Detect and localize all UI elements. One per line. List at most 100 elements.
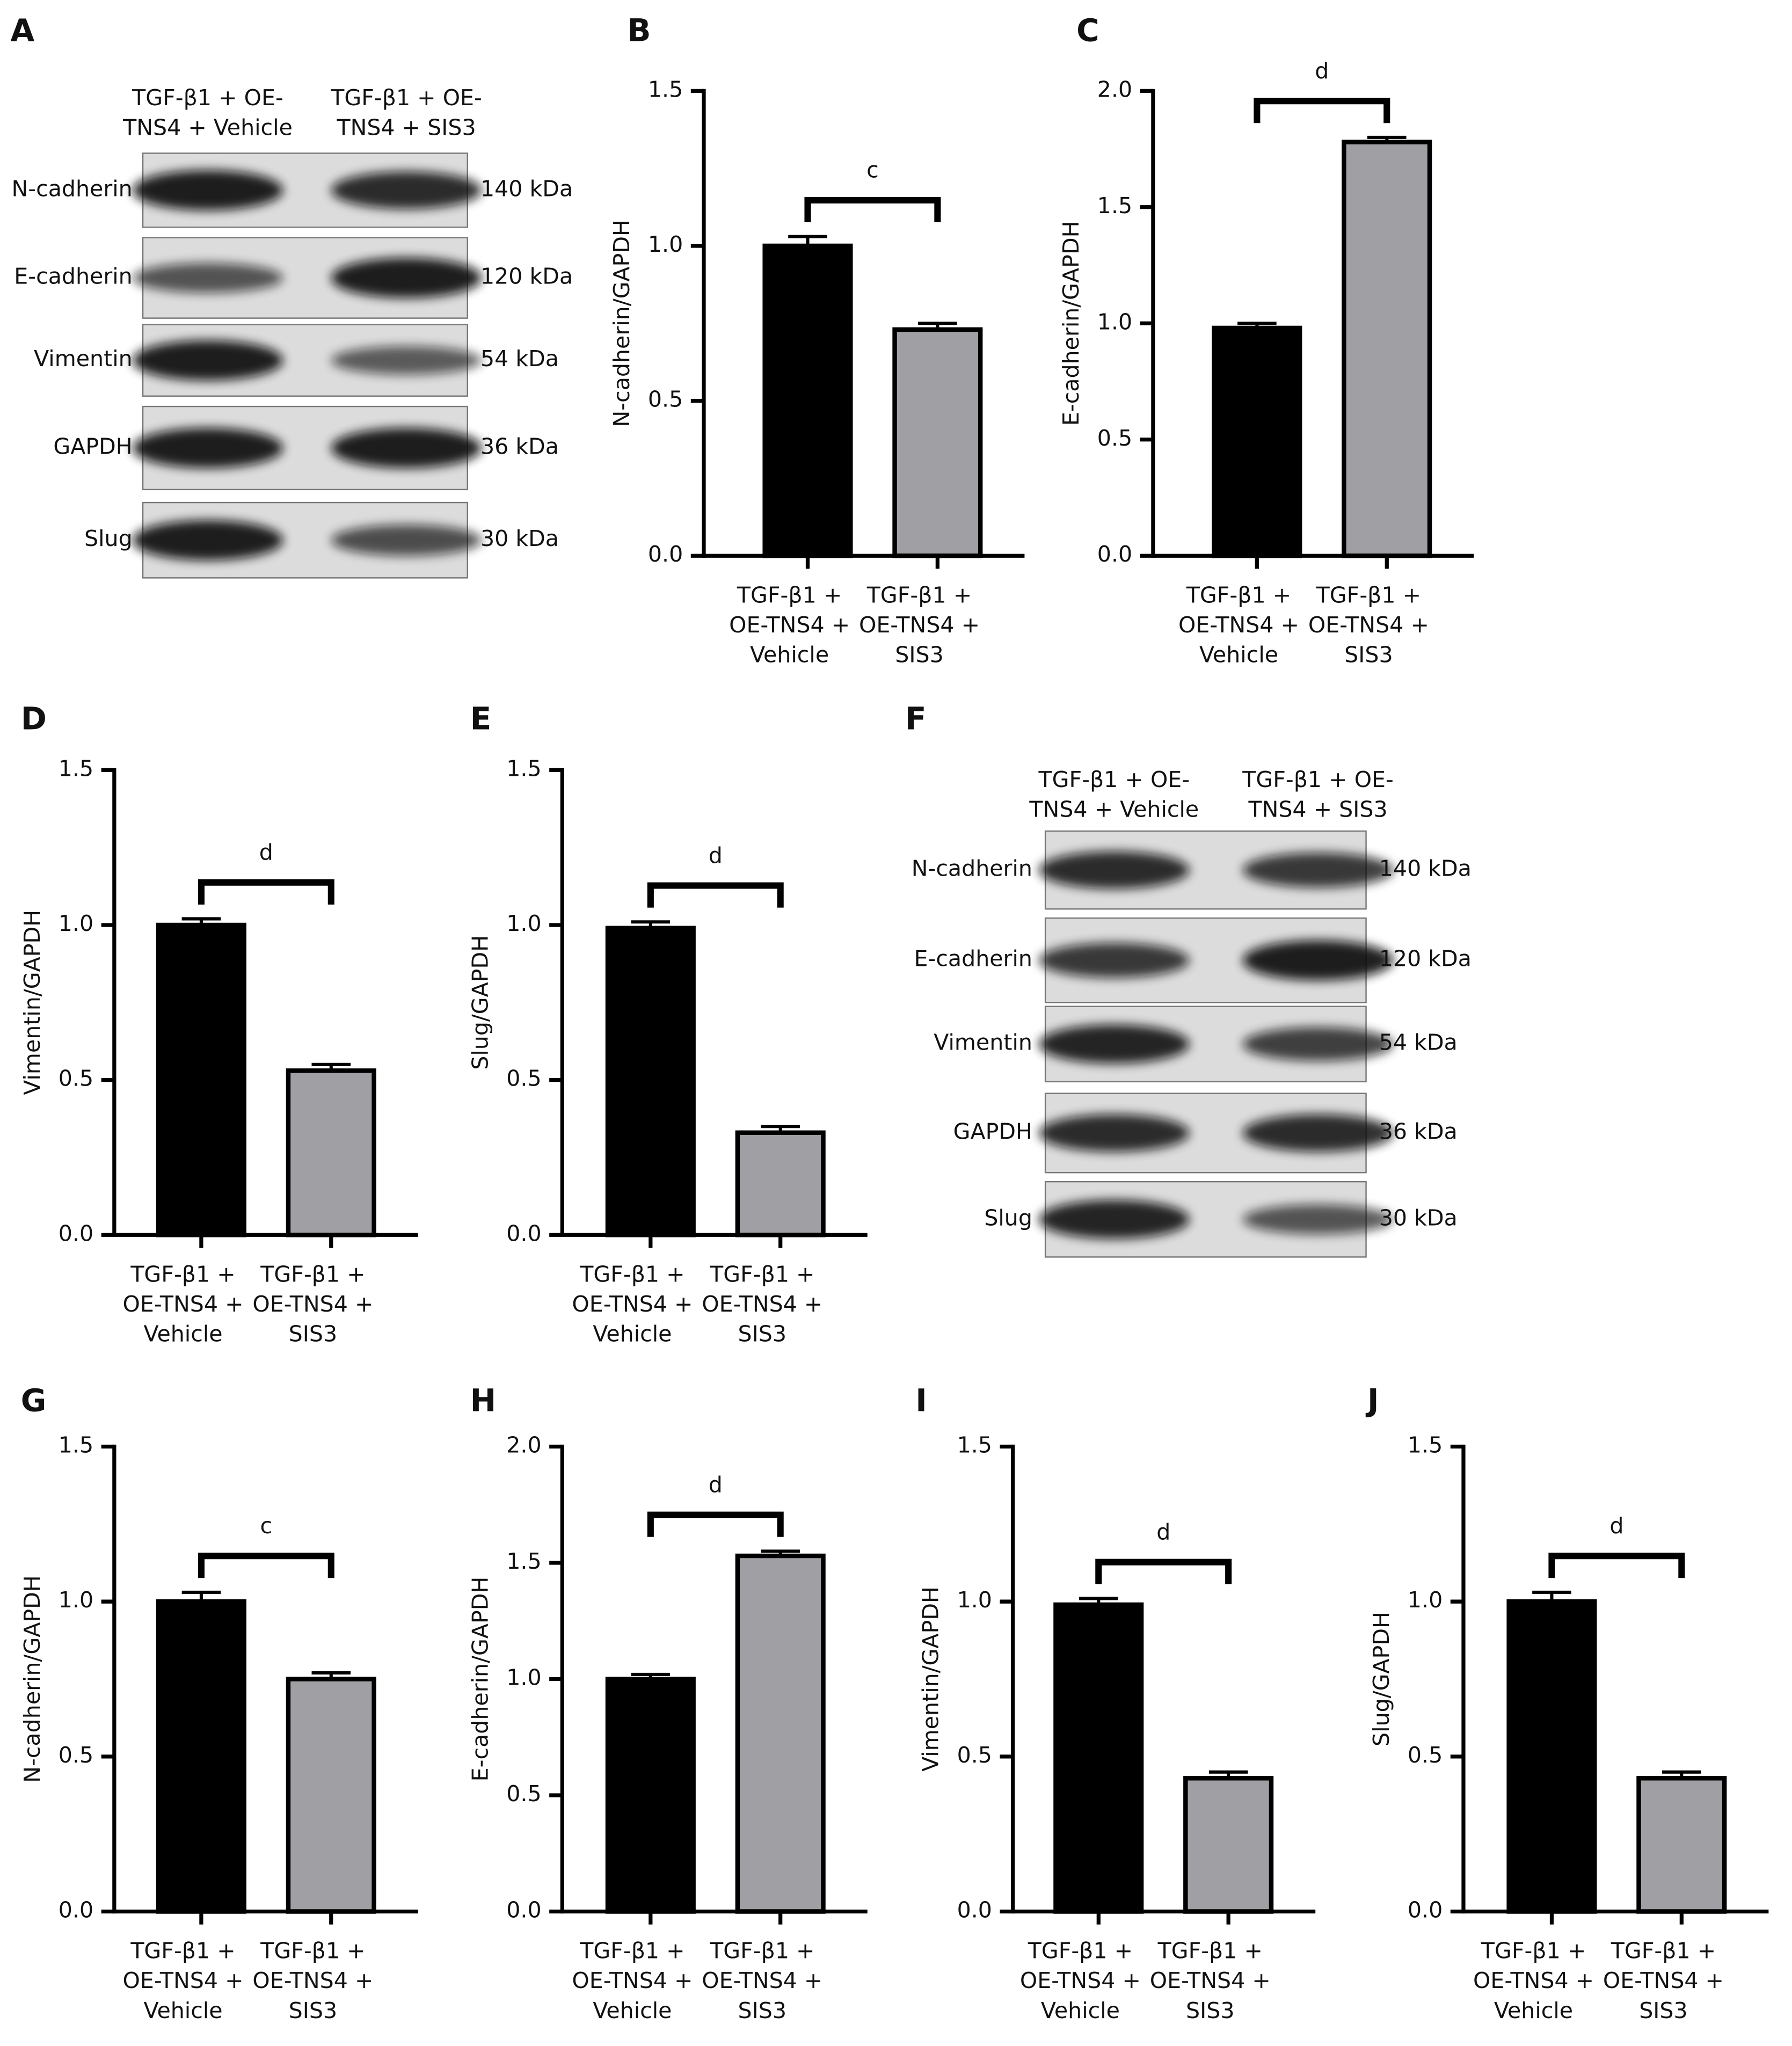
bar bbox=[892, 327, 983, 558]
y-tick-label: 1.5 bbox=[506, 1548, 541, 1574]
x-tick-label: TGF-β1 + OE-TNS4 + Vehicle bbox=[572, 1262, 693, 1348]
bar bbox=[286, 1677, 376, 1914]
significance-bracket bbox=[1548, 1553, 1685, 1578]
blot-band bbox=[132, 520, 283, 560]
panel-letter: G bbox=[21, 1382, 47, 1418]
x-tick-label: TGF-β1 + OE-TNS4 + SIS3 bbox=[1308, 583, 1429, 669]
y-axis-label: N-cadherin/GAPDH bbox=[609, 220, 635, 427]
y-tick-label: 1.0 bbox=[1408, 1587, 1443, 1613]
y-tick-label: 0.5 bbox=[59, 1742, 93, 1768]
significance-label: c bbox=[260, 1513, 273, 1539]
y-tick-label: 0.5 bbox=[957, 1742, 992, 1768]
y-tick-label: 0.5 bbox=[59, 1066, 93, 1091]
blot-band bbox=[331, 427, 482, 468]
lane-label: TGF-β1 + OE-TNS4 + SIS3 bbox=[1242, 767, 1394, 824]
y-tick-label: 0.0 bbox=[506, 1220, 541, 1246]
y-tick-label: 0.5 bbox=[506, 1781, 541, 1807]
size-label: 30 kDa bbox=[480, 526, 559, 551]
blot-band bbox=[132, 427, 283, 468]
size-label: 54 kDa bbox=[1379, 1030, 1458, 1055]
size-label: 36 kDa bbox=[480, 433, 559, 459]
blot-band bbox=[1039, 943, 1190, 978]
y-axis-label: E-cadherin/GAPDH bbox=[1058, 221, 1084, 426]
panel-letter: E bbox=[470, 701, 492, 737]
blot-band bbox=[132, 263, 283, 293]
x-tick-label: TGF-β1 + OE-TNS4 + SIS3 bbox=[252, 1262, 374, 1348]
bar bbox=[286, 1068, 376, 1237]
panel-letter: H bbox=[470, 1382, 497, 1418]
panel-letter: A bbox=[10, 12, 34, 49]
x-tick-label: TGF-β1 + OE-TNS4 + Vehicle bbox=[122, 1939, 244, 2025]
bar bbox=[1212, 325, 1302, 558]
x-tick-label: TGF-β1 + OE-TNS4 + SIS3 bbox=[1602, 1939, 1724, 2025]
lane-label: TGF-β1 + OE-TNS4 + Vehicle bbox=[1029, 767, 1199, 824]
y-tick-label: 0.0 bbox=[506, 1897, 541, 1923]
bar bbox=[1342, 140, 1432, 558]
x-tick-label: TGF-β1 + OE-TNS4 + Vehicle bbox=[1178, 583, 1300, 669]
blot-band bbox=[1242, 1204, 1394, 1235]
x-tick-label: TGF-β1 + OE-TNS4 + SIS3 bbox=[858, 583, 980, 669]
y-tick-label: 2.0 bbox=[506, 1432, 541, 1458]
significance-label: d bbox=[1609, 1513, 1623, 1539]
y-tick-label: 1.5 bbox=[59, 755, 93, 781]
y-axis-label: N-cadherin/GAPDH bbox=[19, 1575, 45, 1782]
blot-band bbox=[331, 258, 482, 298]
y-tick-label: 1.5 bbox=[1408, 1432, 1443, 1458]
blot-band bbox=[1242, 852, 1394, 888]
blot-band bbox=[1242, 1114, 1394, 1152]
protein-label: GAPDH bbox=[953, 1118, 1032, 1144]
y-axis-label: Vimentin/GAPDH bbox=[918, 1586, 944, 1772]
significance-bracket bbox=[1095, 1559, 1232, 1584]
y-axis-label: E-cadherin/GAPDH bbox=[467, 1577, 493, 1782]
panel-letter: B bbox=[627, 12, 651, 49]
significance-bracket bbox=[198, 879, 334, 905]
significance-bracket bbox=[804, 196, 941, 223]
x-tick-label: TGF-β1 + OE-TNS4 + SIS3 bbox=[702, 1939, 823, 2025]
protein-label: N-cadherin bbox=[912, 856, 1032, 882]
bar bbox=[1183, 1776, 1274, 1914]
lane-label: TGF-β1 + OE-TNS4 + Vehicle bbox=[123, 85, 293, 142]
blot-band bbox=[132, 340, 283, 381]
y-tick-label: 1.5 bbox=[506, 755, 541, 781]
significance-label: d bbox=[259, 840, 273, 865]
lane-label: TGF-β1 + OE-TNS4 + SIS3 bbox=[331, 85, 482, 142]
bar bbox=[1506, 1599, 1597, 1914]
size-label: 120 kDa bbox=[1379, 946, 1472, 972]
panel-letter: F bbox=[905, 701, 927, 737]
significance-label: d bbox=[1315, 58, 1329, 84]
blot-band bbox=[1039, 1114, 1190, 1152]
panel-letter: D bbox=[21, 701, 47, 737]
bar bbox=[735, 1553, 826, 1914]
protein-label: Vimentin bbox=[34, 346, 133, 372]
y-tick-label: 1.0 bbox=[506, 911, 541, 936]
x-tick-label: TGF-β1 + OE-TNS4 + SIS3 bbox=[1149, 1939, 1271, 2025]
panel-letter: C bbox=[1076, 12, 1099, 49]
y-tick-label: 2.0 bbox=[1097, 76, 1132, 102]
x-tick-label: TGF-β1 + OE-TNS4 + SIS3 bbox=[702, 1262, 823, 1348]
y-axis-label: Slug/GAPDH bbox=[1368, 1612, 1394, 1746]
x-tick-label: TGF-β1 + OE-TNS4 + Vehicle bbox=[1019, 1939, 1141, 2025]
y-tick-label: 1.0 bbox=[59, 1587, 93, 1613]
significance-bracket bbox=[647, 882, 784, 908]
significance-bracket bbox=[1254, 98, 1390, 123]
y-tick-label: 1.0 bbox=[506, 1665, 541, 1691]
bar bbox=[735, 1130, 826, 1237]
y-tick-label: 0.5 bbox=[648, 387, 683, 412]
bar bbox=[605, 926, 696, 1237]
bar bbox=[156, 1599, 246, 1914]
y-tick-label: 1.0 bbox=[957, 1587, 992, 1613]
significance-label: d bbox=[1156, 1519, 1170, 1545]
bar bbox=[605, 1677, 696, 1914]
bar bbox=[156, 922, 246, 1237]
protein-label: Slug bbox=[84, 526, 133, 551]
blot-band bbox=[331, 171, 482, 209]
blot-band bbox=[132, 170, 283, 210]
blot-band bbox=[1039, 1199, 1190, 1239]
y-tick-label: 0.5 bbox=[506, 1066, 541, 1091]
significance-label: d bbox=[709, 842, 723, 868]
significance-label: d bbox=[709, 1472, 723, 1497]
blot-band bbox=[331, 346, 482, 375]
blot-band bbox=[1242, 940, 1394, 981]
x-tick-label: TGF-β1 + OE-TNS4 + Vehicle bbox=[1473, 1939, 1594, 2025]
